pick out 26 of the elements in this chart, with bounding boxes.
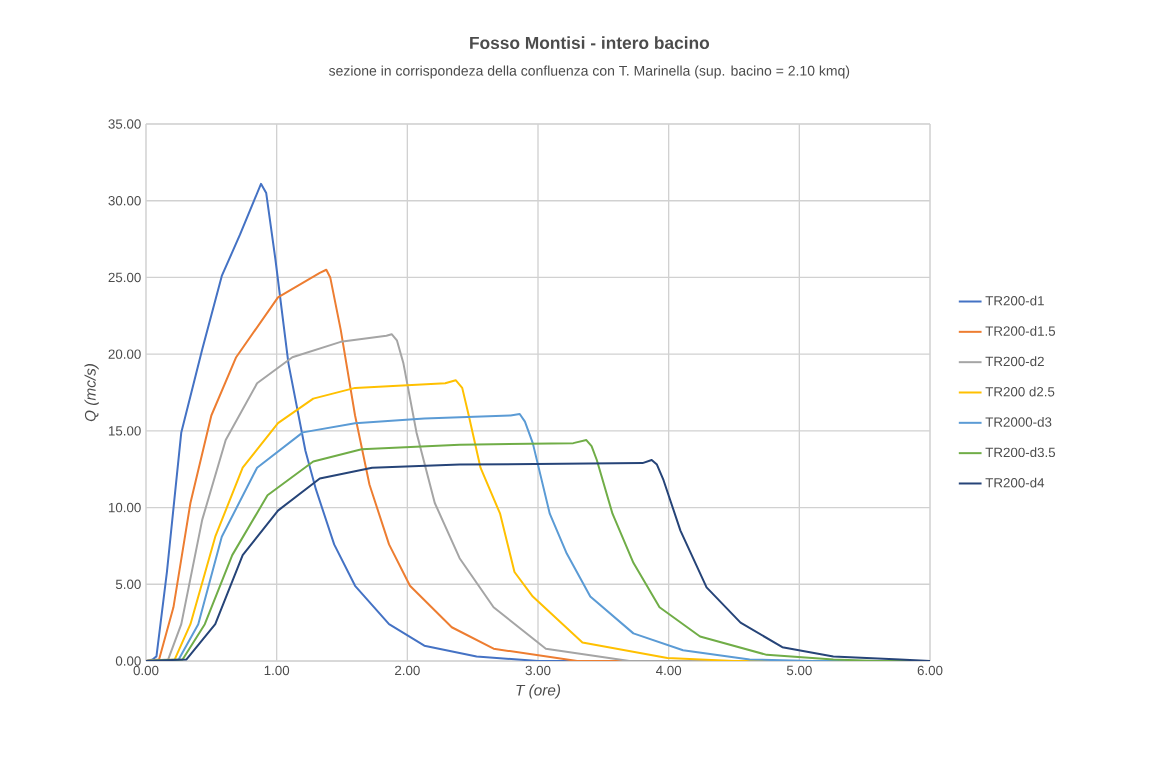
x-tick-label: 5.00 <box>786 665 812 676</box>
legend-label: TR200-d1 <box>985 295 1044 306</box>
y-tick-label: 5.00 <box>115 579 141 589</box>
x-tick-label: 2.00 <box>395 665 420 676</box>
y-tick-label: 35.00 <box>108 119 141 129</box>
legend-label: TR200 d2.5 <box>985 386 1055 397</box>
legend-label: TR200-d3.5 <box>985 447 1056 458</box>
y-tick-label: 10.00 <box>108 502 141 513</box>
x-axis-title: T (ore) <box>516 684 561 699</box>
legend-label: TR200-d1.5 <box>985 326 1056 336</box>
y-tick-label: 30.00 <box>108 195 141 206</box>
y-tick-label: 0.00 <box>115 656 141 666</box>
y-tick-label: 25.00 <box>108 272 141 283</box>
x-tick-label: 0.00 <box>133 665 159 676</box>
chart-title: Fosso Montisi - intero bacino <box>470 36 710 50</box>
legend-label: TR200-d4 <box>985 477 1045 488</box>
y-tick-label: 15.00 <box>108 426 141 436</box>
x-tick-label: 4.00 <box>656 665 682 676</box>
x-tick-label: 6.00 <box>917 665 943 676</box>
legend-label: TR2000-d3 <box>985 416 1052 427</box>
x-tick-label: 3.00 <box>525 665 551 676</box>
chart-subtitle: sezione in corrispondeza della confluenza con T. Marinella (sup. bacino = 2.10 kmq) <box>328 65 850 79</box>
x-tick-label: 1.00 <box>264 665 290 676</box>
y-tick-label: 20.00 <box>108 349 141 359</box>
legend-label: TR200-d2 <box>985 356 1044 367</box>
y-axis-title: Q (mc/s) <box>84 364 99 422</box>
